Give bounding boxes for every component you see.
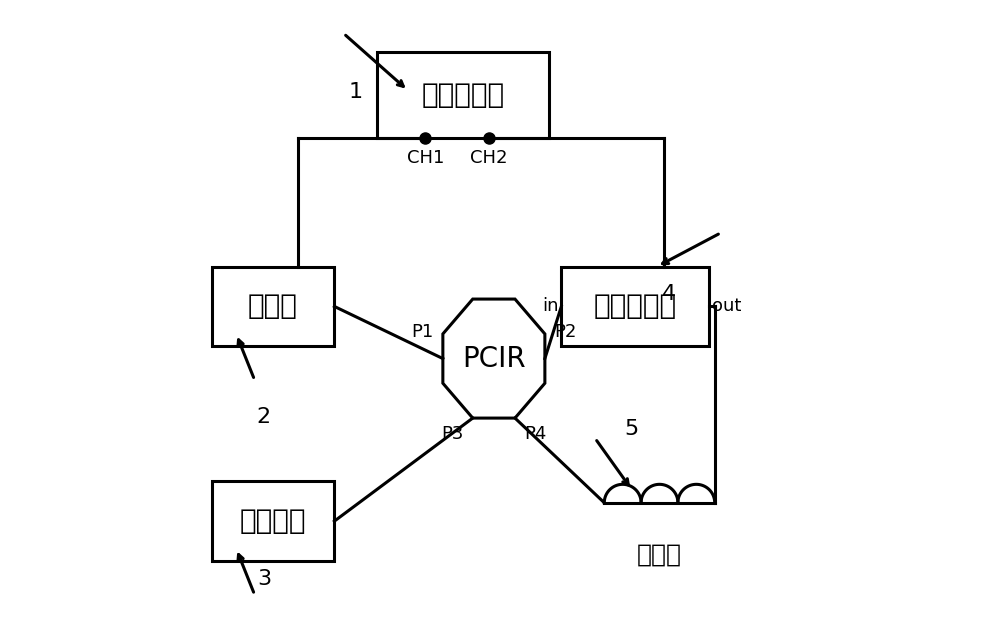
Text: PCIR: PCIR <box>462 345 526 373</box>
Text: 5: 5 <box>625 419 639 439</box>
Bar <box>377 52 549 138</box>
Text: 延时线: 延时线 <box>637 543 682 566</box>
Text: 波形发生器: 波形发生器 <box>422 81 505 109</box>
Bar <box>212 267 334 346</box>
Text: 相位调制器: 相位调制器 <box>593 292 677 321</box>
Text: 2: 2 <box>257 407 271 427</box>
Text: P2: P2 <box>554 323 576 342</box>
Text: in: in <box>542 298 558 316</box>
Text: P4: P4 <box>524 425 547 443</box>
Text: P3: P3 <box>441 425 464 443</box>
Bar <box>212 481 334 561</box>
Text: 激光器: 激光器 <box>248 292 298 321</box>
Bar <box>561 267 709 346</box>
Text: P1: P1 <box>411 323 434 342</box>
Text: 3: 3 <box>257 569 271 589</box>
Text: out: out <box>712 298 741 316</box>
Text: 1: 1 <box>349 82 363 102</box>
Text: 4: 4 <box>662 284 676 304</box>
Text: CH1: CH1 <box>407 149 444 167</box>
Text: 光功率计: 光功率计 <box>240 507 306 535</box>
Text: CH2: CH2 <box>470 149 508 167</box>
